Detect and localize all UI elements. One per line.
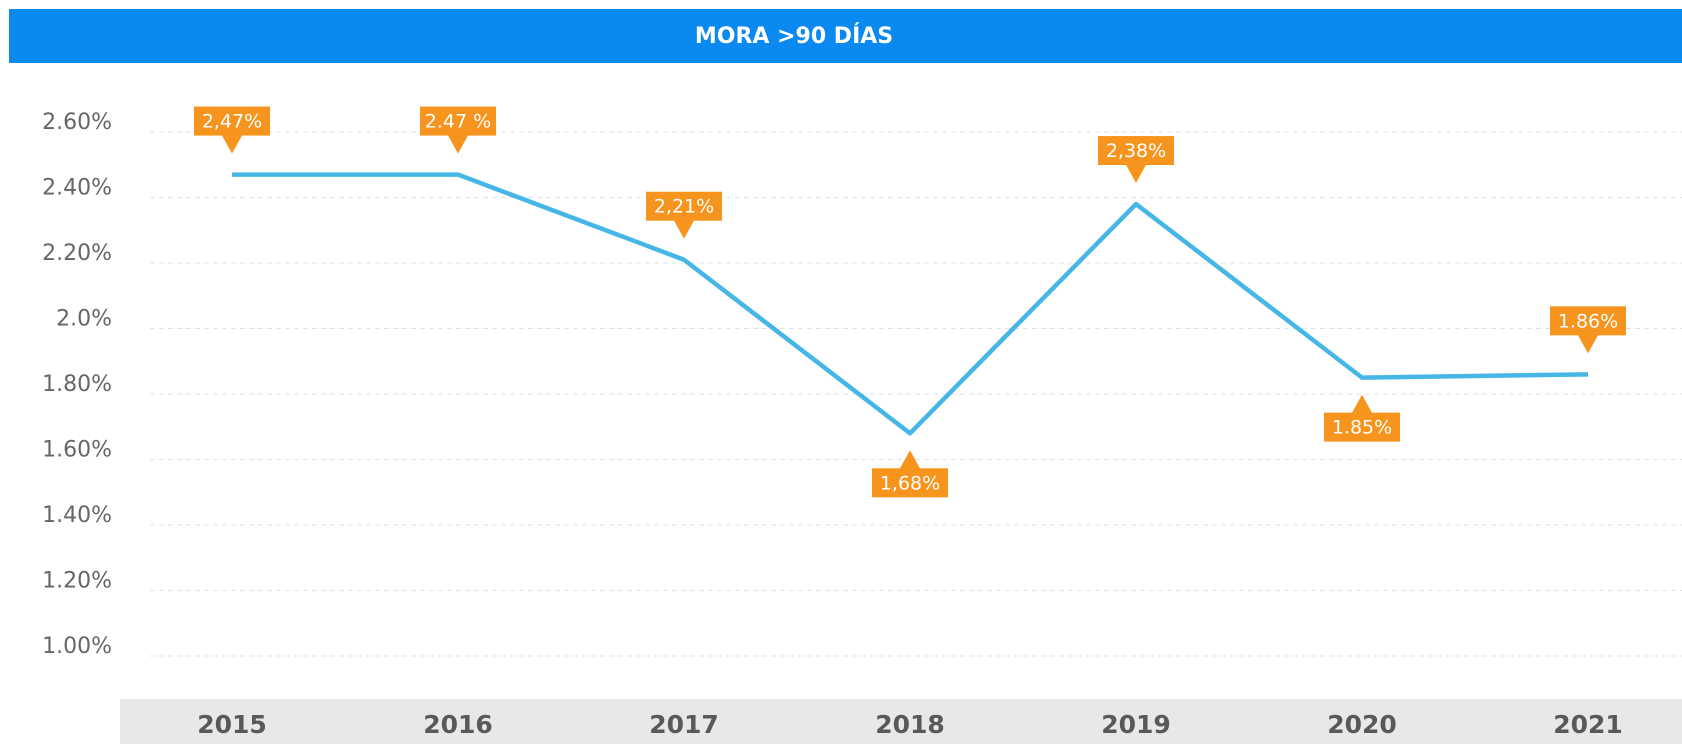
label-pointer: [221, 133, 243, 154]
y-tick-label: 1.40%: [42, 503, 112, 528]
y-tick-label: 2.60%: [42, 110, 112, 135]
label-box: [1098, 136, 1174, 166]
title-bar: [9, 9, 1682, 63]
y-tick-label: 2.0%: [56, 307, 112, 332]
data-label: 2.47 %: [425, 111, 491, 133]
y-tick-label: 1.00%: [42, 634, 112, 659]
label-box: [420, 106, 496, 136]
label-box: [194, 106, 270, 136]
x-tick-label: 2020: [1327, 710, 1397, 739]
data-line: [232, 172, 1589, 436]
label-box: [1550, 306, 1626, 336]
label-pointer: [447, 133, 469, 154]
x-tick-label: 2018: [875, 710, 945, 739]
label-box: [646, 191, 722, 221]
x-tick-label: 2015: [197, 710, 267, 739]
x-tick-label: 2017: [649, 710, 719, 739]
y-tick-label: 1.20%: [42, 569, 112, 594]
label-pointer: [1125, 163, 1147, 184]
label-box: [1324, 412, 1400, 442]
label-pointer: [1351, 394, 1373, 415]
y-tick-label: 1.80%: [42, 372, 112, 397]
data-label: 1.85%: [1332, 417, 1392, 439]
x-tick-label: 2019: [1101, 710, 1171, 739]
y-tick-label: 2.20%: [42, 241, 112, 266]
data-label: 2,21%: [654, 196, 714, 218]
x-tick-label: 2016: [423, 710, 493, 739]
data-label: 2,38%: [1106, 140, 1166, 162]
x-axis-band: [120, 699, 1682, 744]
y-tick-label: 2.40%: [42, 176, 112, 201]
label-pointer: [673, 218, 695, 239]
label-pointer: [1577, 333, 1599, 354]
chart-title: MORA >90 DÍAS: [695, 23, 893, 49]
data-label: 1.86%: [1558, 310, 1618, 332]
data-label: 1,68%: [880, 472, 940, 494]
data-label: 2,47%: [202, 111, 262, 133]
y-tick-label: 1.60%: [42, 438, 112, 463]
label-box: [872, 468, 948, 498]
x-tick-label: 2021: [1553, 710, 1623, 739]
label-pointer: [899, 450, 921, 471]
